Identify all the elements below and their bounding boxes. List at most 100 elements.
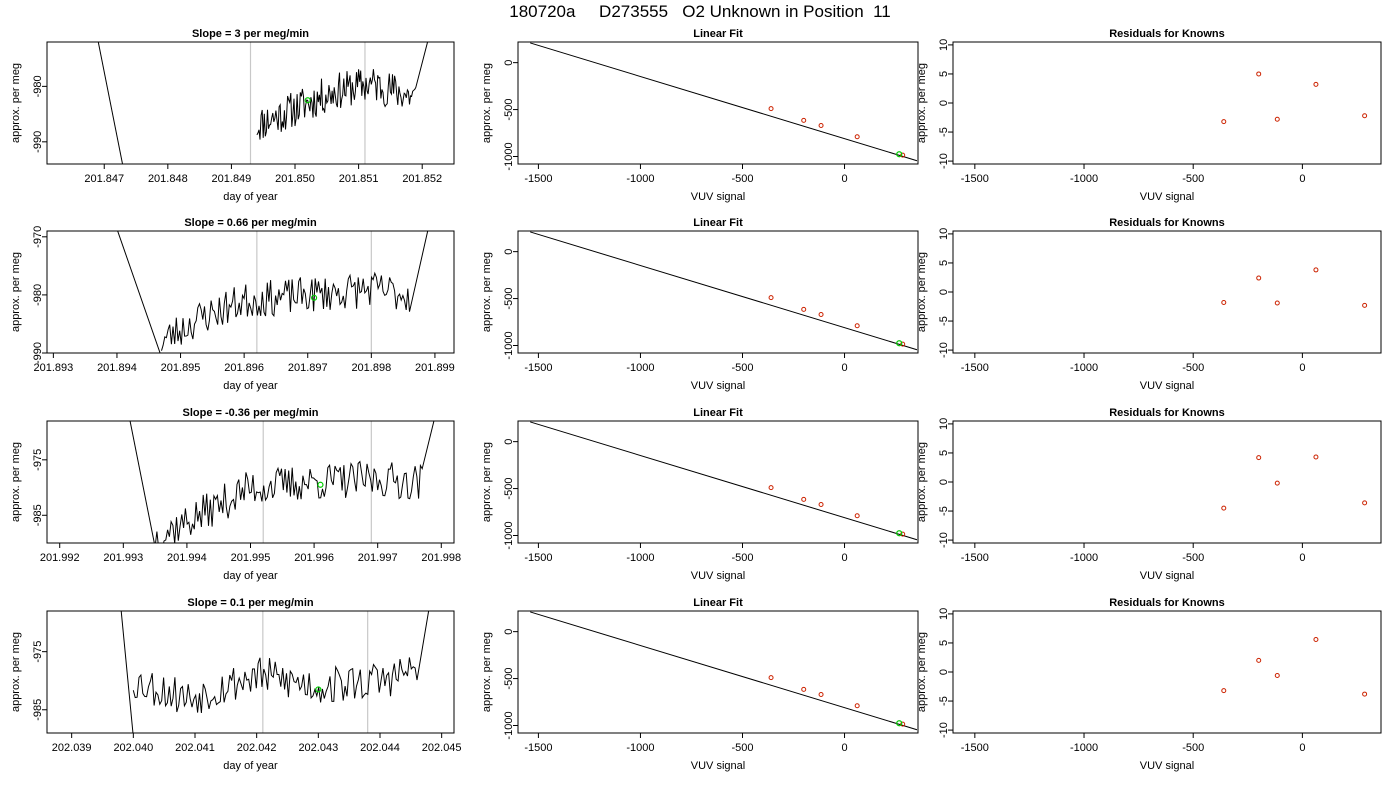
y-axis-label: approx. per meg: [10, 442, 22, 522]
known-point: [900, 721, 906, 727]
fit-line: [530, 231, 918, 351]
x-axis-label: day of year: [223, 191, 278, 203]
panel-3-1: Slope = -0.36 per meg/min 201.992 201.993 2…: [10, 407, 461, 582]
data-trace: [161, 231, 429, 351]
y-tick-label: -5: [938, 506, 950, 516]
x-axis-label: VUV signal: [691, 191, 745, 203]
y-tick-label: -500: [503, 478, 515, 500]
unknown-marker: [304, 97, 311, 104]
residual-point: [1313, 636, 1319, 642]
x-tick-label: -1000: [626, 173, 654, 185]
y-axis-label: approx. per meg: [481, 252, 493, 332]
known-point: [818, 123, 824, 129]
x-tick-label: -1500: [961, 742, 989, 754]
y-axis-label: approx. per meg: [916, 632, 928, 712]
y-tick-label: -1000: [503, 711, 515, 739]
x-axis-label: day of year: [223, 760, 278, 772]
y-tick-label: 0: [503, 629, 515, 635]
x-axis-label: VUV signal: [691, 760, 745, 772]
y-tick-label: -500: [503, 99, 515, 121]
y-tick-label: -970: [32, 226, 44, 248]
known-point: [768, 106, 774, 112]
x-tick-label: -1000: [626, 362, 654, 374]
y-axis-label: approx. per meg: [916, 442, 928, 522]
known-point: [801, 686, 807, 692]
y-tick-label: 0: [938, 669, 950, 675]
x-axis-label: VUV signal: [691, 380, 745, 392]
unknown-marker: [310, 294, 318, 301]
y-tick-label: -5: [938, 696, 950, 706]
x-tick-label: 201.849: [212, 173, 252, 185]
known-point: [900, 531, 906, 537]
x-tick-label: 201.850: [275, 173, 315, 185]
known-point: [768, 675, 774, 681]
plot-area: [1221, 267, 1368, 308]
known-point: [900, 341, 906, 347]
plot-frame: [517, 420, 919, 544]
y-tick-label: -980: [32, 284, 44, 306]
residual-point: [1362, 500, 1368, 506]
residual-point: [1256, 455, 1262, 461]
panel-title: Slope = -0.36 per meg/min: [182, 407, 318, 419]
plot-frame: [517, 610, 919, 734]
x-tick-label: 201.996: [294, 552, 334, 564]
residual-point: [1274, 300, 1280, 306]
y-tick-label: -1000: [503, 142, 515, 170]
figure-title: 180720a D273555 O2 Unknown in Position 1…: [509, 2, 891, 21]
unknown-marker: [317, 481, 324, 488]
x-tick-label: 201.895: [161, 362, 201, 374]
panel-title: Linear Fit: [693, 217, 743, 229]
x-tick-label: 201.852: [402, 173, 442, 185]
unknown-point: [896, 151, 903, 158]
panel-3-2: Linear Fit -1500 -1000 -500 0 -1000 -500 0 VUV s…: [481, 407, 919, 582]
panel-2-1: Slope = 0.66 per meg/min 201.893 201.894 20…: [10, 217, 455, 392]
data-trace: [155, 421, 435, 543]
known-point: [768, 295, 774, 301]
y-tick-label: 10: [938, 228, 950, 240]
x-tick-label: 0: [1299, 362, 1305, 374]
y-tick-label: -1000: [503, 331, 515, 359]
y-tick-label: -500: [503, 668, 515, 690]
panel-title: Linear Fit: [693, 597, 743, 609]
panel-1-3: Residuals for Knowns -1500 -1000 -500 0 -10 -5…: [916, 28, 1382, 203]
panel-2-2: Linear Fit -1500 -1000 -500 0 -1000 -500 0 VUV s…: [481, 217, 919, 392]
plot-area: [1221, 636, 1368, 697]
x-tick-label: -1500: [524, 362, 552, 374]
x-tick-label: 201.847: [84, 173, 124, 185]
trace-drop: [97, 42, 124, 164]
y-tick-label: 0: [503, 439, 515, 445]
x-tick-label: -500: [731, 173, 753, 185]
known-point: [801, 117, 807, 123]
panel-title: Slope = 0.1 per meg/min: [187, 597, 314, 609]
plot-area: [1221, 71, 1368, 125]
plot-frame: [952, 41, 1382, 165]
y-axis-label: approx. per meg: [481, 442, 493, 522]
y-tick-label: -10: [938, 342, 950, 358]
x-axis-label: VUV signal: [1140, 760, 1194, 772]
plot-area: [530, 421, 918, 541]
y-tick-label: -980: [32, 75, 44, 97]
plot-frame: [517, 41, 919, 165]
residual-point: [1221, 688, 1227, 694]
x-tick-label: 202.041: [175, 742, 215, 754]
x-tick-label: 201.848: [148, 173, 188, 185]
residual-point: [1256, 275, 1262, 281]
plot-area: [530, 231, 918, 351]
known-point: [854, 513, 860, 519]
x-tick-label: 202.039: [52, 742, 92, 754]
known-point: [818, 692, 824, 698]
y-axis-label: approx. per meg: [10, 63, 22, 143]
x-tick-label: -500: [1182, 742, 1204, 754]
y-tick-label: 5: [938, 640, 950, 646]
unknown-point: [896, 340, 903, 347]
x-axis-label: VUV signal: [1140, 570, 1194, 582]
y-tick-label: 0: [938, 479, 950, 485]
x-tick-label: -1000: [1070, 742, 1098, 754]
panel-title: Residuals for Knowns: [1109, 407, 1225, 419]
panel-title: Slope = 0.66 per meg/min: [184, 217, 317, 229]
x-tick-label: -1500: [524, 552, 552, 564]
x-axis-label: day of year: [223, 380, 278, 392]
x-tick-label: 0: [841, 362, 847, 374]
x-tick-label: -1000: [1070, 173, 1098, 185]
residual-point: [1221, 299, 1227, 305]
